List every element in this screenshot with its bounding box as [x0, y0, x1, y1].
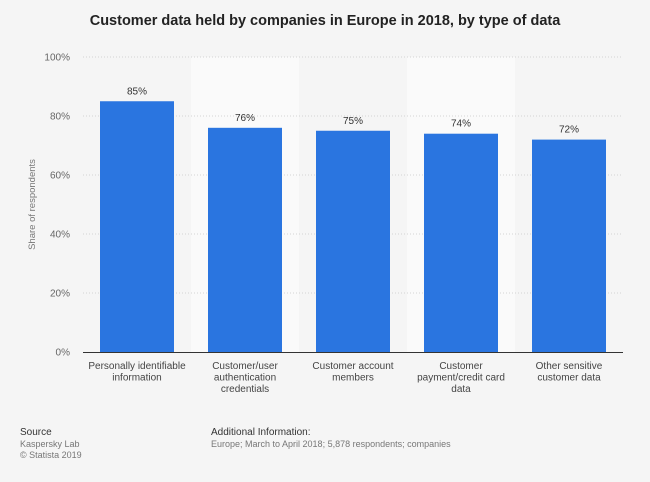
bar-value-label: 76% [235, 113, 255, 124]
x-category-label-line: data [451, 384, 471, 395]
x-category-label: Personally identifiable information [88, 361, 186, 384]
x-category-label-line: payment/credit card [417, 373, 505, 384]
y-tick-label: 100% [44, 53, 70, 64]
bar [316, 130, 390, 352]
bar-value-label: 72% [559, 125, 579, 136]
y-tick-label: 80% [50, 112, 70, 123]
y-axis-label: Share of respondents [27, 159, 38, 250]
bar-value-label: 75% [343, 116, 363, 127]
bar-value-label: 74% [451, 119, 471, 130]
additional-info-heading: Additional Information: [211, 427, 311, 438]
bar-value-label: 85% [127, 86, 147, 97]
x-category-label-line: Other sensitive [536, 361, 603, 372]
x-category-label: Customer payment/credit card data [417, 361, 505, 395]
x-category-label-line: authentication [214, 373, 276, 384]
source-heading: Source [20, 427, 52, 438]
x-category-label-line: Personally identifiable [88, 361, 186, 372]
y-tick-label: 40% [50, 230, 70, 241]
bar [532, 139, 606, 352]
x-category-label-line: credentials [221, 384, 269, 395]
x-category-label: Other sensitive customer data [536, 361, 603, 384]
bar [100, 101, 174, 352]
bar [424, 133, 498, 352]
y-tick-label: 0% [56, 348, 71, 359]
source-block: Source Kaspersky Lab © Statista 2019 [20, 427, 82, 461]
source-line-1: Kaspersky Lab [20, 439, 80, 449]
source-line-2: © Statista 2019 [20, 450, 82, 460]
bar-chart: 0% 20% 40% 60% 80% 100% Share of respondents 85… [27, 53, 623, 395]
x-category-label-line: information [112, 373, 161, 384]
x-category-label-line: Customer [439, 361, 483, 372]
x-category-label: Customer account members [312, 361, 393, 384]
x-category-label-line: Customer account [312, 361, 393, 372]
x-category-label-line: customer data [537, 373, 601, 384]
bar [208, 127, 282, 352]
x-category-label: Customer/user authentication credentials [212, 361, 278, 395]
y-tick-label: 60% [50, 171, 70, 182]
additional-info-text: Europe; March to April 2018; 5,878 respo… [211, 439, 451, 449]
additional-info-block: Additional Information: Europe; March to… [211, 427, 451, 450]
x-category-label-line: members [332, 373, 374, 384]
y-tick-label: 20% [50, 289, 70, 300]
x-category-label-line: Customer/user [212, 361, 278, 372]
chart-title: Customer data held by companies in Europ… [89, 13, 561, 29]
